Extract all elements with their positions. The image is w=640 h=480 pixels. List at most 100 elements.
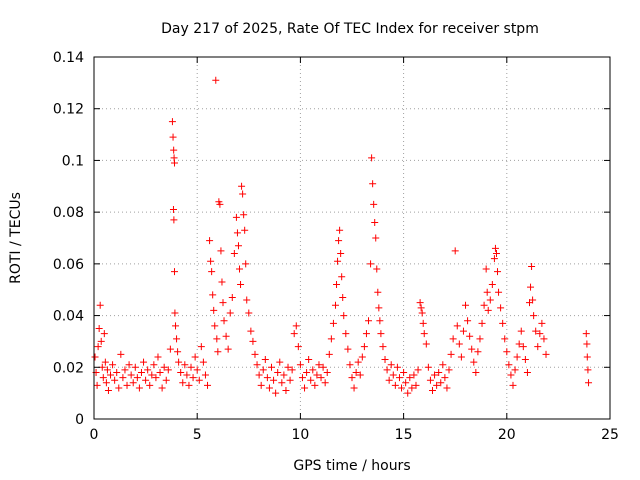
data-point <box>497 304 505 312</box>
data-point <box>313 371 321 379</box>
data-point <box>585 379 593 387</box>
data-point <box>333 281 341 289</box>
data-point <box>583 353 591 361</box>
data-point <box>162 376 170 384</box>
data-point <box>462 301 470 309</box>
data-point <box>123 381 131 389</box>
data-point <box>292 322 300 330</box>
data-point <box>383 366 391 374</box>
data-point <box>137 368 145 376</box>
data-point <box>321 379 329 387</box>
data-point <box>419 319 427 327</box>
data-point <box>398 384 406 392</box>
data-point <box>372 234 380 242</box>
data-point <box>214 348 222 356</box>
data-point <box>213 335 221 343</box>
data-point <box>274 368 282 376</box>
data-point <box>222 332 230 340</box>
data-point <box>342 330 350 338</box>
data-point <box>104 387 112 395</box>
data-point <box>393 363 401 371</box>
data-point <box>210 306 218 314</box>
data-point <box>129 379 137 387</box>
data-point <box>311 381 319 389</box>
data-point <box>172 322 180 330</box>
data-point <box>286 376 294 384</box>
data-point <box>317 374 325 382</box>
data-point <box>488 281 496 289</box>
data-point <box>301 384 309 392</box>
data-point <box>459 327 467 335</box>
data-point <box>102 379 110 387</box>
data-point <box>542 350 550 358</box>
data-point <box>181 361 189 369</box>
data-point <box>420 330 428 338</box>
data-point <box>327 335 335 343</box>
data-point <box>119 374 127 382</box>
data-point <box>472 368 480 376</box>
data-point <box>169 133 177 141</box>
x-tick-label: 0 <box>90 427 99 443</box>
data-point <box>93 381 101 389</box>
data-point <box>91 353 99 361</box>
data-point <box>484 306 492 314</box>
data-point <box>323 368 331 376</box>
data-point <box>125 361 133 369</box>
data-point <box>365 317 373 325</box>
data-point <box>376 317 384 325</box>
data-point <box>373 265 381 273</box>
data-point <box>422 340 430 348</box>
data-point <box>447 350 455 358</box>
data-point <box>109 361 117 369</box>
data-point <box>249 337 257 345</box>
data-point <box>319 363 327 371</box>
data-point <box>245 309 253 317</box>
data-point <box>480 301 488 309</box>
data-point <box>402 379 410 387</box>
data-point <box>517 327 525 335</box>
data-point <box>494 268 502 276</box>
data-point <box>307 376 315 384</box>
data-point <box>296 361 304 369</box>
data-point <box>354 358 362 366</box>
data-point <box>519 343 527 351</box>
data-point <box>521 356 529 364</box>
data-point <box>183 371 191 379</box>
data-point <box>358 353 366 361</box>
data-point <box>503 348 511 356</box>
data-point <box>370 200 378 208</box>
y-tick-label: 0.12 <box>53 102 84 118</box>
data-point <box>511 366 519 374</box>
data-point <box>170 216 178 224</box>
data-point <box>360 343 368 351</box>
data-point <box>144 366 152 374</box>
data-point <box>220 317 228 325</box>
y-tick-label: 0.08 <box>53 205 84 221</box>
data-point <box>433 381 441 389</box>
data-point <box>505 361 513 369</box>
data-point <box>150 361 158 369</box>
data-point <box>362 330 370 338</box>
data-point <box>532 327 540 335</box>
data-point <box>288 366 296 374</box>
data-point <box>193 366 201 374</box>
data-point <box>99 374 107 382</box>
data-point <box>207 257 215 265</box>
data-point <box>540 335 548 343</box>
x-tick-label: 10 <box>291 427 309 443</box>
data-point <box>241 226 249 234</box>
data-point <box>173 335 181 343</box>
data-point <box>276 358 284 366</box>
data-point <box>243 296 251 304</box>
data-point <box>356 371 364 379</box>
data-point <box>428 387 436 395</box>
data-point <box>113 368 121 376</box>
data-point <box>253 361 261 369</box>
data-point <box>490 255 498 263</box>
data-point <box>160 363 168 371</box>
data-point <box>206 237 214 245</box>
data-point <box>240 211 248 219</box>
data-point <box>237 281 245 289</box>
data-point <box>154 353 162 361</box>
data-point <box>233 229 241 237</box>
